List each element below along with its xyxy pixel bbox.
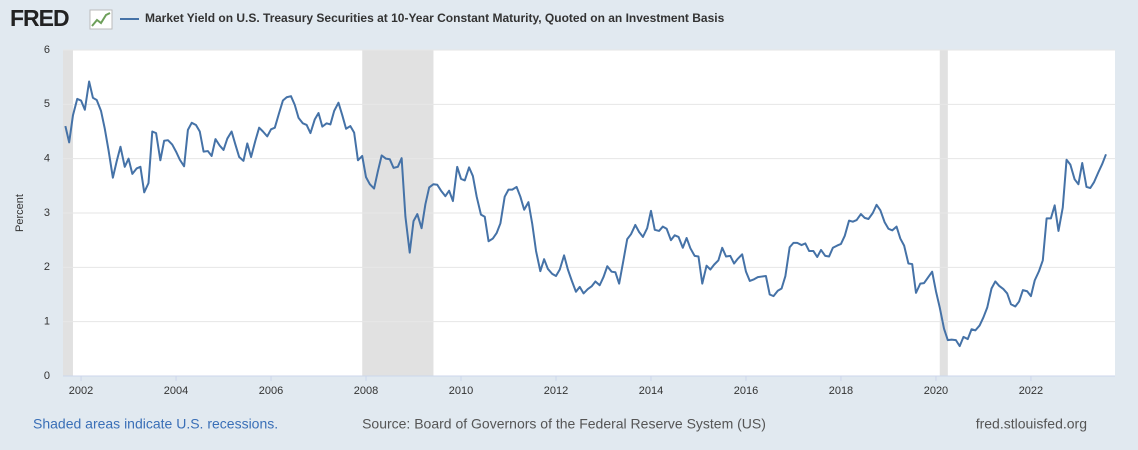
x-tick-label: 2004 bbox=[164, 385, 188, 397]
y-tick-label: 5 bbox=[44, 98, 50, 110]
plot: 0 1 2 3 4 5 6 2002 2004 2006 2008 2010 2012 2014 2016 2… bbox=[44, 44, 1115, 397]
logo-icon bbox=[89, 9, 113, 30]
x-tick-label: 2022 bbox=[1019, 385, 1043, 397]
y-tick-label: 4 bbox=[44, 153, 50, 165]
y-tick-label: 2 bbox=[44, 261, 50, 273]
x-tick-label: 2006 bbox=[259, 385, 283, 397]
x-tick-label: 2010 bbox=[449, 385, 473, 397]
x-tick-label: 2018 bbox=[829, 385, 853, 397]
x-tick-label: 2008 bbox=[354, 385, 378, 397]
x-tick-label: 2020 bbox=[924, 385, 948, 397]
x-tick-label: 2014 bbox=[639, 385, 663, 397]
site-link[interactable]: fred.stlouisfed.org bbox=[976, 416, 1087, 432]
data-line bbox=[64, 80, 1107, 348]
x-tick-label: 2012 bbox=[544, 385, 568, 397]
x-tick-label: 2016 bbox=[734, 385, 758, 397]
y-tick-label: 3 bbox=[44, 207, 50, 219]
legend-title: Market Yield on U.S. Treasury Securities… bbox=[145, 11, 725, 25]
x-tick-label: 2002 bbox=[69, 385, 93, 397]
y-tick-label: 6 bbox=[44, 44, 50, 56]
brand-logo[interactable]: FRED bbox=[10, 5, 70, 31]
y-axis-label: Percent bbox=[14, 194, 26, 232]
y-tick-label: 1 bbox=[44, 316, 50, 328]
source-note: Source: Board of Governors of the Federa… bbox=[362, 416, 766, 432]
recession-note[interactable]: Shaded areas indicate U.S. recessions. bbox=[33, 416, 278, 432]
y-tick-label: 0 bbox=[44, 370, 50, 382]
